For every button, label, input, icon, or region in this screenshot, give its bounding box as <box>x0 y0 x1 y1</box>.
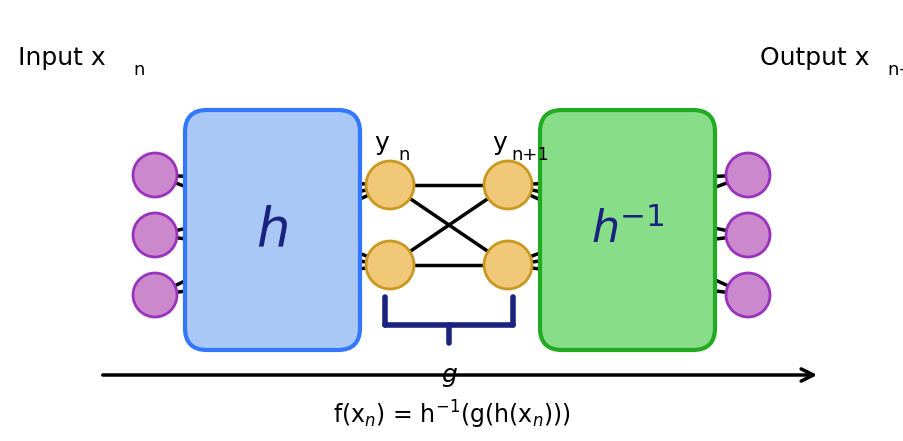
Text: n+1: n+1 <box>886 61 903 79</box>
Text: y: y <box>374 131 389 155</box>
Circle shape <box>483 241 531 289</box>
Text: n+1: n+1 <box>510 146 548 164</box>
FancyBboxPatch shape <box>185 110 359 350</box>
Circle shape <box>366 161 414 209</box>
Circle shape <box>725 213 769 257</box>
Circle shape <box>366 241 414 289</box>
Circle shape <box>725 273 769 317</box>
Text: h: h <box>256 204 289 256</box>
Circle shape <box>133 153 177 197</box>
Text: n: n <box>133 61 144 79</box>
Text: n: n <box>398 146 409 164</box>
Text: f(x$_n$) = h$^{-1}$(g(h(x$_n$))): f(x$_n$) = h$^{-1}$(g(h(x$_n$))) <box>332 399 571 431</box>
Circle shape <box>133 273 177 317</box>
Text: y: y <box>492 131 507 155</box>
Text: Input x: Input x <box>18 46 106 70</box>
Text: Output x: Output x <box>759 46 869 70</box>
Circle shape <box>483 161 531 209</box>
Text: h$^{-1}$: h$^{-1}$ <box>590 208 664 252</box>
Circle shape <box>725 153 769 197</box>
Circle shape <box>133 213 177 257</box>
FancyBboxPatch shape <box>539 110 714 350</box>
Text: g: g <box>441 363 456 387</box>
